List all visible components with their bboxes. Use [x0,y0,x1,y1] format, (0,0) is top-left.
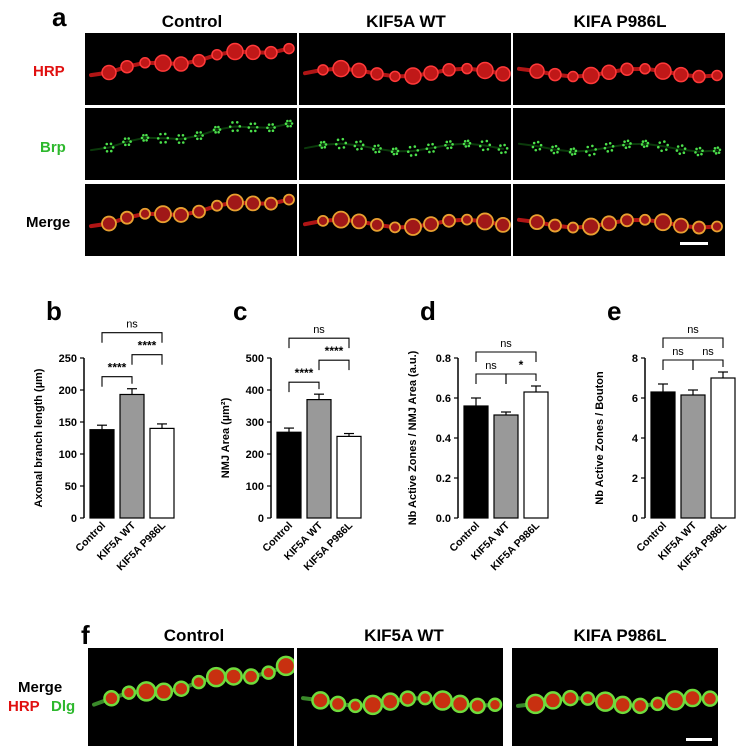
y-axis-label-e: Nb Active Zones / Bouton [594,371,606,505]
y-axis-label-d: Nb Active Zones / NMJ Area (a.u.) [407,350,419,525]
panel-a-scale-bar [680,242,708,245]
panel-letter-e: e [607,296,621,326]
panel-f-scale-bar [686,738,712,741]
panel-f-letter: f [81,620,90,650]
y-tick-label-b-0: 0 [71,513,77,525]
chart-b: b Axonal branch length (µm) 0 50 100 150 200 25… [33,296,175,573]
sig-bracket-d-1 [505,373,537,384]
micrograph-brp-control [85,108,297,180]
panel-letter-d: d [420,296,436,326]
sig-bracket-e-2 [662,337,724,348]
sig-bracket-e-0 [662,359,694,370]
micrograph-merge-dlg-kifa-p986l [512,648,718,746]
micrograph-hrp-control [85,33,297,105]
y-tick-label-b-5: 250 [59,353,77,365]
bar-b-1 [119,393,145,519]
sig-bracket-d-0 [475,373,507,384]
y-tick-label-c-5: 500 [246,353,264,365]
sig-label-c-0: **** [295,366,314,380]
sig-label-b-0: **** [108,361,127,375]
sig-bracket-c-2 [288,337,350,349]
sig-bracket-c-1 [318,359,350,371]
y-tick-label-b-4: 200 [59,385,77,397]
chart-e: eNb Active Zones / Bouton02468ControlKIF… [594,296,736,573]
bar-e-1 [680,394,706,519]
sig-label-e-1: ns [702,346,714,358]
micrograph-merge-dlg-kif5a-wt [297,648,503,746]
sig-label-b-2: ns [126,319,138,331]
sig-label-d-0: ns [485,360,497,372]
sig-label-e-2: ns [687,324,699,336]
y-tick-label-c-2: 200 [246,449,264,461]
y-tick-label-c-0: 0 [258,513,264,525]
row-label-hrp: HRP [33,63,65,80]
panel-f-col-title-control: Control [163,626,225,645]
panel-letter-c: c [233,296,247,326]
y-axis-label-c: NMJ Area (µm²) [220,397,232,478]
bar-e-0 [650,391,676,519]
y-tick-label-b-1: 50 [65,481,77,493]
panel-a-letter: a [52,2,67,32]
sig-label-d-1: * [519,358,524,372]
y-tick-label-c-1: 100 [246,481,264,493]
sig-label-c-1: **** [325,344,344,358]
micrograph-merge-kif5a-wt [299,184,511,256]
panel-a-col-title-kif5a-wt: KIF5A WT [366,12,446,31]
bar-d-0 [463,405,489,519]
micrograph-hrp-kifa-p986l [513,33,725,105]
y-tick-label-d-1: 0.2 [436,473,451,485]
y-tick-label-e-4: 8 [632,353,638,365]
y-tick-label-b-3: 150 [59,417,77,429]
y-tick-label-d-0: 0.0 [436,513,451,525]
panel-letter-b: b [46,296,62,326]
y-tick-label-d-2: 0.4 [436,433,452,445]
row-label-merge: Merge [26,214,71,231]
sig-bracket-c-0 [288,381,320,393]
bar-d-1 [493,414,519,519]
y-tick-label-d-4: 0.8 [436,353,451,365]
bar-d-2 [523,391,549,519]
panel-f-col-title-kif5a-wt: KIF5A WT [364,626,444,645]
panel-f-label-dlg: Dlg [51,698,76,715]
micrograph-brp-kif5a-wt [299,108,511,180]
panel-f-col-title-kifa-p986l: KIFA P986L [573,626,667,645]
row-label-brp: Brp [40,139,66,156]
sig-label-c-2: ns [313,324,325,336]
sig-bracket-b-2 [101,332,163,343]
y-tick-label-e-3: 6 [632,393,638,405]
bar-b-2 [149,427,175,519]
y-tick-label-e-2: 4 [632,433,639,445]
sig-label-e-0: ns [672,346,684,358]
bar-b-0 [89,429,115,519]
y-tick-label-d-3: 0.6 [436,393,451,405]
micrograph-brp-kifa-p986l [513,108,725,180]
sig-bracket-d-2 [475,351,537,362]
y-axis-label-b: Axonal branch length (µm) [33,368,45,507]
bar-e-2 [710,377,736,519]
y-tick-label-e-0: 0 [632,513,638,525]
bar-c-1 [306,398,332,519]
sig-bracket-b-0 [101,376,133,387]
chart-d: d Nb Active Zones / NMJ Area (a.u.) 0.0 0.2… [407,296,549,573]
sig-label-b-1: **** [138,339,157,353]
y-tick-label-c-4: 400 [246,385,264,397]
micrograph-merge-control [85,184,297,256]
sig-bracket-b-1 [131,354,163,365]
micrograph-merge-kifa-p986l [513,184,725,256]
y-tick-label-c-3: 300 [246,417,264,429]
sig-label-d-2: ns [500,338,512,350]
panel-f-label-hrp: HRP [8,698,40,715]
bar-c-2 [336,435,362,519]
sig-bracket-e-1 [692,359,724,370]
y-tick-label-e-1: 2 [632,473,638,485]
panel-a-col-title-control: Control [161,12,223,31]
bar-c-0 [276,431,302,519]
micrograph-merge-dlg-control [88,648,294,746]
y-tick-label-b-2: 100 [59,449,77,461]
panel-a-col-title-kifa-p986l: KIFA P986L [573,12,667,31]
panel-f-label-merge: Merge [18,679,63,696]
micrograph-hrp-kif5a-wt [299,33,511,105]
